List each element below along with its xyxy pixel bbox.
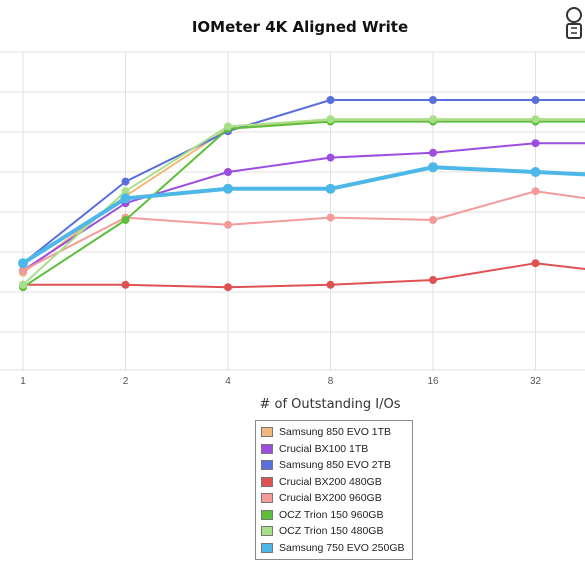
x-axis-label: # of Outstanding I/Os: [259, 397, 400, 412]
data-point: [326, 153, 335, 162]
x-tick-label: 1: [20, 376, 26, 387]
data-point: [429, 216, 437, 224]
data-point: [326, 213, 335, 222]
series-line: [22, 99, 585, 264]
chart-legend: Samsung 850 EVO 1TB Crucial BX100 1TB Sams…: [255, 420, 413, 560]
legend-item: OCZ Trion 150 480GB: [256, 523, 412, 540]
legend-label: Samsung 850 EVO 2TB: [279, 459, 392, 472]
series-7: [18, 162, 585, 269]
data-point: [530, 167, 541, 177]
data-point: [531, 115, 540, 124]
site-logo-icon: [566, 7, 582, 39]
series-4: [19, 187, 585, 275]
legend-swatch: [261, 476, 273, 487]
legend-label: OCZ Trion 150 480GB: [279, 525, 384, 538]
data-point: [224, 220, 232, 229]
legend-item: Crucial BX100 1TB: [256, 441, 412, 458]
data-point: [121, 216, 130, 224]
legend-item: Samsung 850 EVO 1TB: [256, 424, 412, 441]
data-point: [326, 96, 335, 104]
data-point: [531, 187, 540, 196]
legend-swatch: [261, 460, 273, 471]
legend-swatch: [261, 509, 273, 520]
chart-series-layer: [18, 96, 585, 292]
legend-label: Crucial BX100 1TB: [279, 442, 369, 455]
data-point: [326, 280, 335, 289]
x-axis-ticks: 1248163264: [20, 376, 542, 387]
legend-swatch: [261, 493, 273, 504]
legend-item: OCZ Trion 150 960GB: [256, 507, 412, 524]
chart-title: IOMeter 4K Aligned Write: [192, 18, 408, 36]
legend-item: Samsung 850 EVO 2TB: [256, 457, 412, 474]
legend-item: Crucial BX200 960GB: [256, 490, 412, 507]
data-point: [428, 162, 438, 173]
series-1: [19, 139, 585, 275]
chart-grid: [0, 51, 585, 371]
data-point: [429, 276, 437, 284]
data-point: [531, 259, 540, 268]
legend-label: Samsung 850 EVO 1TB: [279, 426, 392, 439]
data-point: [19, 266, 27, 275]
data-point: [224, 122, 232, 131]
data-point: [121, 280, 130, 289]
x-tick-label: 16: [427, 376, 439, 387]
legend-swatch: [261, 542, 273, 553]
data-point: [531, 96, 540, 104]
data-point: [121, 187, 130, 196]
data-point: [531, 139, 540, 148]
data-point: [325, 183, 336, 194]
legend-label: Samsung 750 EVO 250GB: [279, 541, 405, 554]
data-point: [224, 283, 232, 292]
legend-item: Crucial BX200 480GB: [256, 474, 412, 491]
data-point: [121, 177, 130, 186]
data-point: [429, 96, 437, 104]
x-tick-label: 8: [328, 376, 334, 387]
series-line: [23, 262, 585, 289]
data-point: [224, 168, 232, 176]
series-6: [19, 115, 585, 289]
series-5: [19, 117, 585, 292]
series-0: [19, 115, 585, 277]
data-point: [223, 183, 233, 194]
series-3: [19, 259, 585, 292]
legend-swatch: [261, 427, 273, 438]
x-tick-label: 4: [225, 376, 231, 387]
data-point: [326, 115, 335, 124]
data-point: [429, 115, 437, 124]
data-point: [18, 258, 28, 269]
data-point: [120, 193, 131, 204]
data-point: [19, 280, 27, 289]
legend-label: Crucial BX200 960GB: [279, 492, 382, 505]
x-tick-label: 2: [123, 376, 129, 387]
data-point: [429, 148, 437, 157]
legend-item: Samsung 750 EVO 250GB: [256, 540, 412, 557]
x-tick-label: 32: [530, 376, 542, 387]
legend-label: OCZ Trion 150 960GB: [279, 508, 384, 521]
legend-swatch: [261, 526, 273, 537]
legend-swatch: [261, 443, 273, 454]
legend-label: Crucial BX200 480GB: [279, 475, 382, 488]
